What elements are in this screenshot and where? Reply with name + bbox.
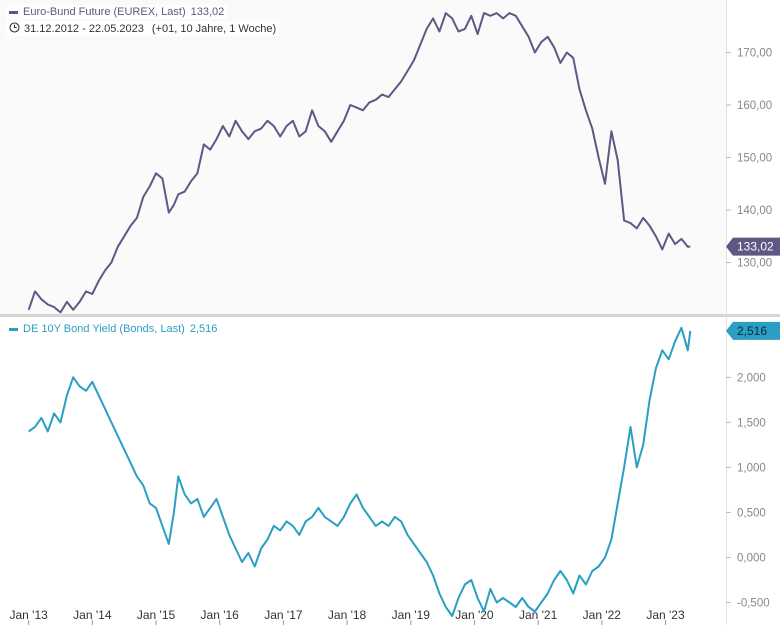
x-tick-label: Jan '22 — [583, 608, 622, 622]
x-tick-label: Jan '23 — [646, 608, 685, 622]
legend-name-bund: Euro-Bund Future (EUREX, Last) — [23, 6, 186, 18]
y-tick-label: 150,00 — [737, 153, 772, 165]
y-tick-label: 170,00 — [737, 48, 772, 60]
y-tick-label: 1,500 — [737, 417, 766, 429]
bond-yield-line[interactable] — [28, 326, 692, 617]
y-tick-label: -0,500 — [737, 597, 770, 609]
date-range-info[interactable]: 31.12.2012 - 22.05.2023 (+01, 10 Jahre, 1… — [6, 21, 280, 36]
y-tick-label: 2,000 — [737, 372, 766, 384]
legend-name-yield: DE 10Y Bond Yield (Bonds, Last) — [23, 323, 185, 335]
clock-icon — [9, 22, 20, 35]
x-tick-label: Jan '18 — [328, 608, 367, 622]
series-lines-layer — [27, 12, 692, 617]
bottom-panel-background — [0, 317, 726, 625]
date-range-text: 31.12.2012 - 22.05.2023 — [24, 23, 144, 35]
last-value-text: 2,516 — [737, 324, 767, 338]
x-tick-label: Jan '20 — [455, 608, 494, 622]
bund-future-line[interactable] — [27, 12, 691, 314]
y-tick-label: 130,00 — [737, 258, 772, 270]
axis-ticks-layer: 170,00 160,00 150,00 140,00 130,00 2,000 1,500… — [9, 48, 772, 625]
legend-bond-yield[interactable]: DE 10Y Bond Yield (Bonds, Last) 2,516 — [6, 322, 220, 336]
legend-value-yield: 2,516 — [189, 323, 218, 335]
x-tick-label: Jan '17 — [264, 608, 303, 622]
last-value-labels-layer: 133,02 2,516 — [726, 237, 780, 340]
y-tick-label: 160,00 — [737, 100, 772, 112]
legend-swatch-bund — [9, 10, 18, 14]
legend-bund-future[interactable]: Euro-Bund Future (EUREX, Last) 133,02 — [6, 5, 228, 19]
y-tick-label: 140,00 — [737, 205, 772, 217]
date-range-extra: (+01, 10 Jahre, 1 Woche) — [151, 23, 277, 35]
y-tick-label: 0,000 — [737, 552, 766, 564]
y-tick-label: 0,500 — [737, 507, 766, 519]
x-tick-label: Jan '19 — [392, 608, 431, 622]
last-value-text: 133,02 — [737, 240, 774, 254]
x-tick-label: Jan '21 — [519, 608, 558, 622]
legend-swatch-yield — [9, 327, 18, 331]
x-tick-label: Jan '14 — [73, 608, 112, 622]
legend-value-bund: 133,02 — [190, 6, 225, 18]
last-value-badge-yield: 2,516 — [726, 321, 780, 340]
y-tick-label: 1,000 — [737, 462, 766, 474]
top-panel-background — [0, 0, 726, 315]
x-tick-label: Jan '16 — [201, 608, 240, 622]
x-tick-label: Jan '15 — [137, 608, 176, 622]
last-value-badge-bund: 133,02 — [726, 237, 780, 256]
x-tick-label: Jan '13 — [9, 608, 48, 622]
